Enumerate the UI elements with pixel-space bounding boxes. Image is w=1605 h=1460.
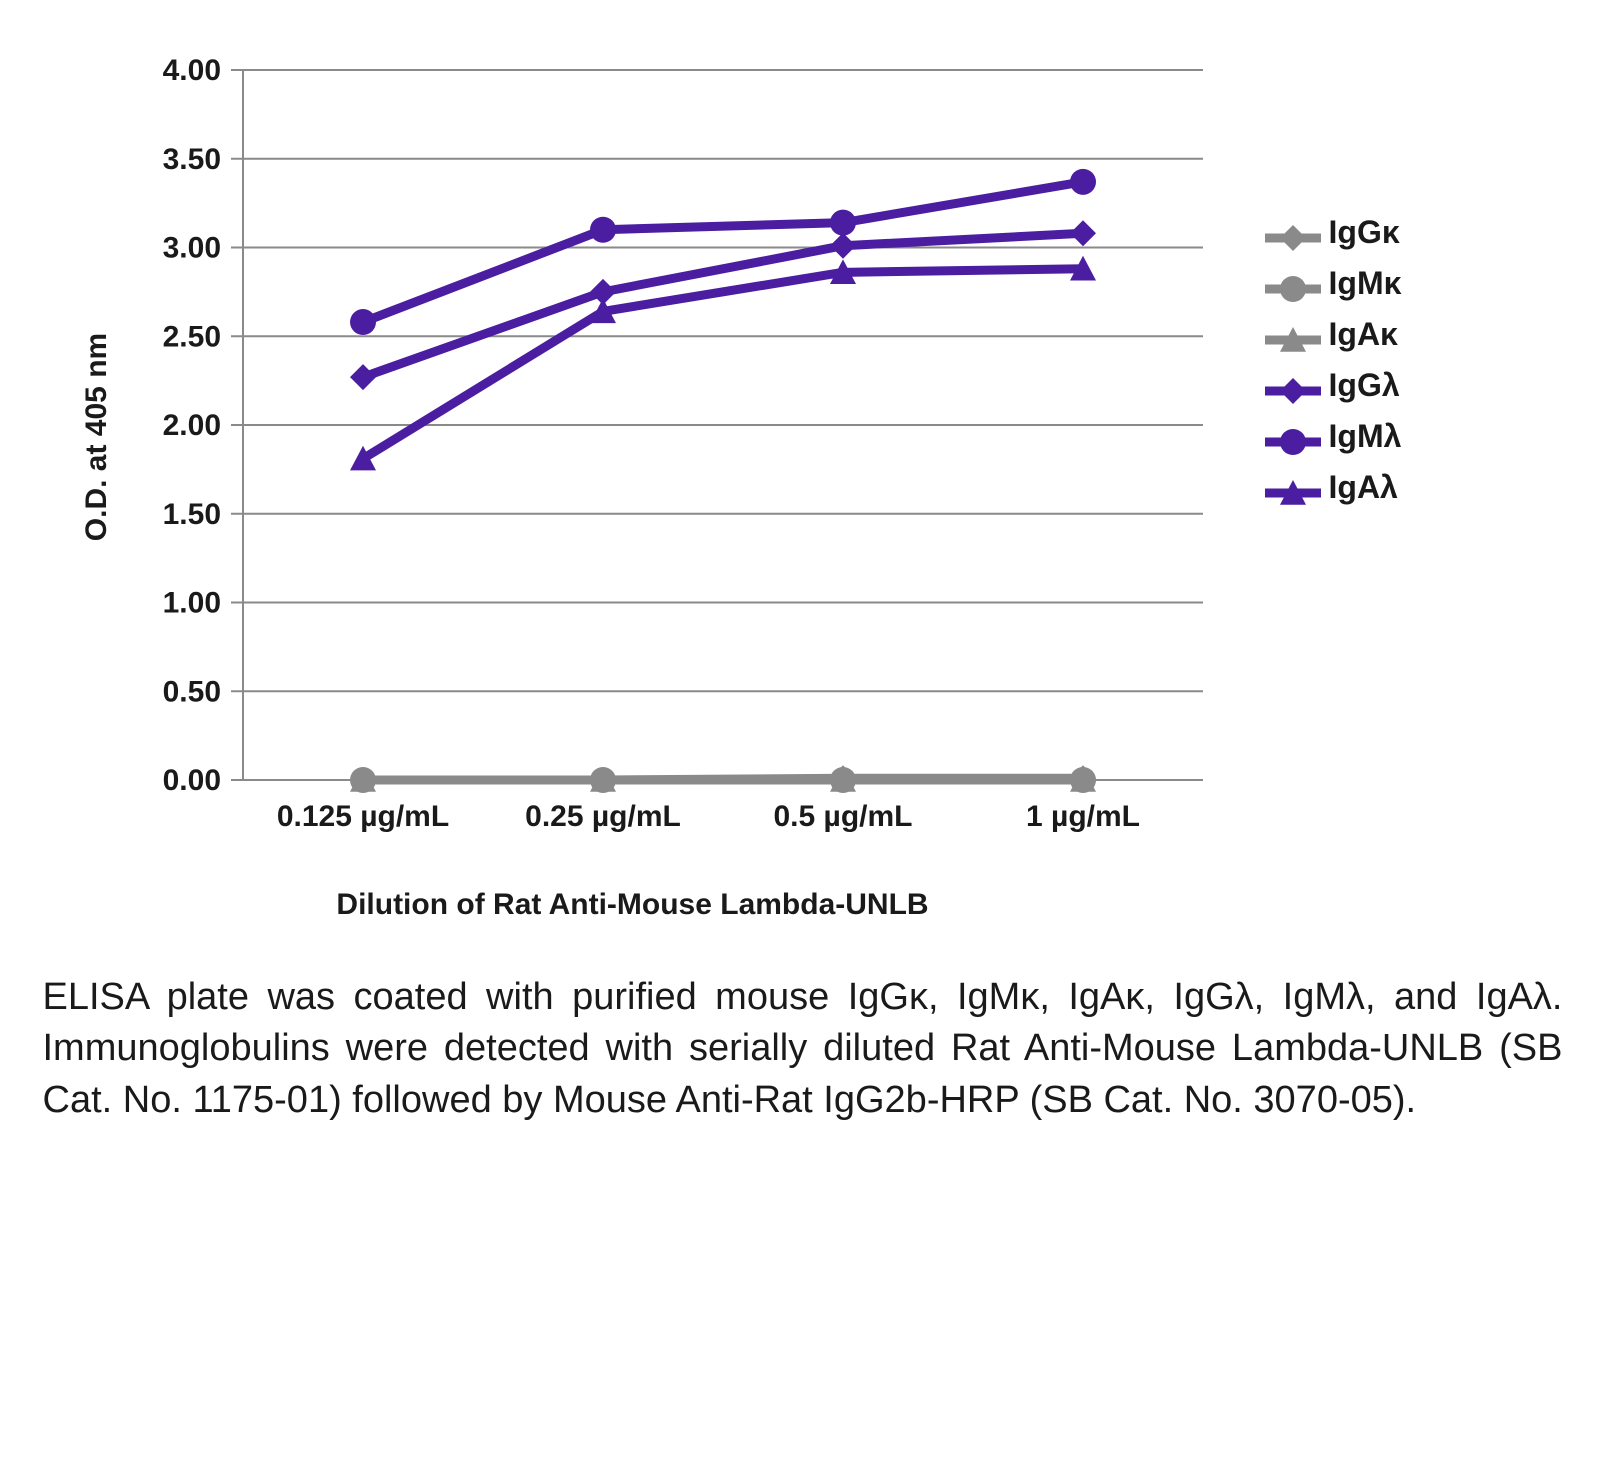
svg-text:3.00: 3.00 <box>162 232 220 265</box>
legend: IgGκ IgMκ IgAκ IgGλ IgMλ IgAλ <box>1263 200 1402 520</box>
svg-text:1 µg/mL: 1 µg/mL <box>1026 800 1140 833</box>
legend-item: IgAκ <box>1263 316 1402 353</box>
legend-swatch <box>1263 427 1323 447</box>
svg-text:0.25 µg/mL: 0.25 µg/mL <box>525 800 681 833</box>
x-axis-label: Dilution of Rat Anti-Mouse Lambda-UNLB <box>43 888 1223 922</box>
legend-label: IgMκ <box>1329 265 1402 302</box>
legend-item: IgMκ <box>1263 265 1402 302</box>
chart-block: O.D. at 405 nm 0.00 0.50 1.00 1.50 2.00 2.50 3… <box>43 40 1223 922</box>
svg-text:2.00: 2.00 <box>162 409 220 442</box>
legend-item: IgGκ <box>1263 214 1402 251</box>
legend-swatch <box>1263 325 1323 345</box>
legend-item: IgMλ <box>1263 418 1402 455</box>
legend-label: IgGκ <box>1329 214 1400 251</box>
legend-item: IgGλ <box>1263 367 1402 404</box>
legend-swatch <box>1263 478 1323 498</box>
legend-label: IgAκ <box>1329 316 1398 353</box>
caption-text: ELISA plate was coated with purified mou… <box>43 972 1563 1126</box>
y-axis-label: O.D. at 405 nm <box>80 333 114 541</box>
legend-swatch <box>1263 274 1323 294</box>
svg-text:0.5 µg/mL: 0.5 µg/mL <box>773 800 912 833</box>
line-chart: 0.00 0.50 1.00 1.50 2.00 2.50 3.00 3.50 4.00 0.12… <box>43 40 1223 880</box>
legend-label: IgGλ <box>1329 367 1400 404</box>
svg-text:2.50: 2.50 <box>162 320 220 353</box>
legend-label: IgAλ <box>1329 469 1398 506</box>
svg-text:0.50: 0.50 <box>162 675 220 708</box>
legend-label: IgMλ <box>1329 418 1402 455</box>
svg-text:0.00: 0.00 <box>162 764 220 797</box>
legend-swatch <box>1263 376 1323 396</box>
chart-row: O.D. at 405 nm 0.00 0.50 1.00 1.50 2.00 2.50 3… <box>43 40 1563 922</box>
svg-text:1.50: 1.50 <box>162 498 220 531</box>
svg-text:1.00: 1.00 <box>162 587 220 620</box>
figure: O.D. at 405 nm 0.00 0.50 1.00 1.50 2.00 2.50 3… <box>43 40 1563 1126</box>
svg-text:3.50: 3.50 <box>162 143 220 176</box>
svg-text:0.125 µg/mL: 0.125 µg/mL <box>276 800 448 833</box>
legend-item: IgAλ <box>1263 469 1402 506</box>
legend-swatch <box>1263 223 1323 243</box>
svg-text:4.00: 4.00 <box>162 54 220 87</box>
